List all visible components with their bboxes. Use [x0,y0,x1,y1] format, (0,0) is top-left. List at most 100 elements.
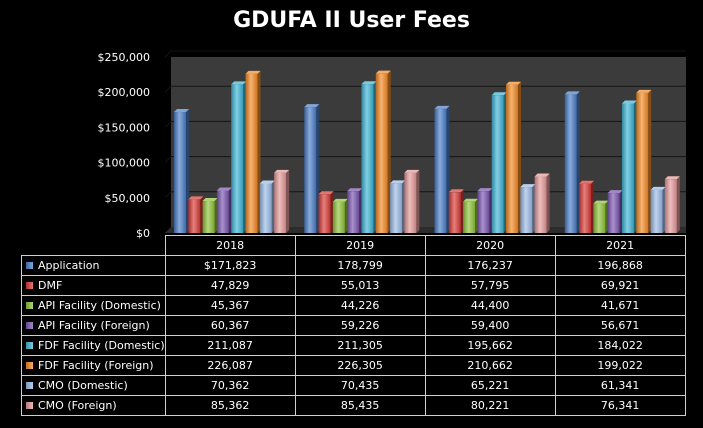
data-label: 76,341 [554,395,686,416]
data-label: 56,671 [554,315,686,336]
data-label: 60,367 [164,315,296,336]
bar [593,200,609,233]
data-label: 195,662 [424,335,556,356]
data-label: 41,671 [554,295,686,316]
bar [231,81,247,234]
series-name: CMO (Foreign) [38,399,117,412]
table-row: CMO (Foreign) 85,362 85,435 80,221 76,341 [21,395,686,416]
legend-swatch [26,361,33,369]
series-name: DMF [38,279,63,292]
bar [332,198,348,233]
series-label: FDF Facility (Domestic) [21,335,166,356]
bar [506,81,521,233]
bar [404,169,420,233]
bar [361,81,377,234]
bar [463,198,479,233]
bar [491,92,507,233]
data-label: 57,795 [424,275,556,296]
data-label: 44,226 [294,295,426,316]
bar [375,70,391,234]
table-row: Application $171,823 178,799 176,237 196,868 [21,255,686,276]
data-label: 199,022 [554,355,686,376]
data-table: 2018 2019 2020 2021 Application $171,823 178,7… [21,235,686,416]
legend-swatch [26,381,33,389]
data-label: 211,087 [164,335,296,356]
bar [579,180,595,233]
data-label: 59,226 [294,315,426,336]
data-label: 45,367 [164,295,296,316]
bar [650,186,666,233]
table-header-cell: 2018 [164,235,296,256]
bar [390,180,406,233]
plot-floor [165,227,686,233]
legend-swatch [26,321,33,329]
series-label: CMO (Domestic) [21,375,166,396]
data-label: 176,237 [424,255,556,276]
table-header-cell: 2019 [294,235,426,256]
table-header-row: 2018 2019 2020 2021 [21,235,686,256]
series-name: FDF Facility (Domestic) [38,339,165,352]
series-name: CMO (Domestic) [38,379,128,392]
legend-swatch [26,341,33,349]
series-label: Application [21,255,166,276]
bar [520,184,536,233]
series-name: FDF Facility (Foreign) [38,359,154,372]
table-corner [21,235,166,256]
y-tick-label: $100,000 [98,157,151,170]
series-label: API Facility (Foreign) [21,315,166,336]
bar [347,188,363,233]
legend-swatch [26,261,33,269]
table-row: API Facility (Foreign) 60,367 59,226 59,400… [21,315,686,336]
y-tick-label: $50,000 [105,192,151,205]
table-row: FDF Facility (Foreign) 226,087 226,305 210,… [21,355,686,376]
table-row: CMO (Domestic) 70,362 70,435 65,221 61,341 [21,375,686,396]
data-label: 80,221 [424,395,556,416]
data-label: 70,362 [164,375,296,396]
legend-swatch [26,401,33,409]
series-name: API Facility (Foreign) [38,319,150,332]
bar [664,176,680,233]
bar [564,91,580,233]
data-label: 226,305 [294,355,426,376]
bar [245,70,261,234]
series-label: FDF Facility (Foreign) [21,355,166,376]
bar [259,180,275,233]
bar [174,109,189,233]
data-label: 85,362 [164,395,296,416]
gridline [164,50,686,58]
bar [216,187,232,233]
table-row: FDF Facility (Domestic) 211,087 211,305 195… [21,335,686,356]
data-label: 69,921 [554,275,686,296]
bar [188,196,204,233]
bar [202,198,218,233]
table-header-cell: 2020 [424,235,556,256]
data-label: 210,662 [424,355,556,376]
data-label: 61,341 [554,375,686,396]
bar [304,104,320,233]
series-label: CMO (Foreign) [21,395,166,416]
table-row: DMF 47,829 55,013 57,795 69,921 [21,275,686,296]
bar [318,191,334,233]
y-tick-label: $150,000 [98,121,151,134]
y-tick-label: $250,000 [98,51,151,64]
y-tick-label: $200,000 [98,86,151,99]
series-label: DMF [21,275,166,296]
bar [448,189,464,233]
data-label: 55,013 [294,275,426,296]
data-label: 184,022 [554,335,686,356]
table-header-cell: 2021 [554,235,686,256]
legend-swatch [26,301,33,309]
table-row: API Facility (Domestic) 45,367 44,226 44,40… [21,295,686,316]
bar [534,173,550,233]
data-label: $171,823 [164,255,296,276]
series-label: API Facility (Domestic) [21,295,166,316]
bar [434,105,450,233]
bar [477,188,493,233]
data-label: 44,400 [424,295,556,316]
data-label: 65,221 [424,375,556,396]
data-label: 226,087 [164,355,296,376]
data-label: 211,305 [294,335,426,356]
bar [274,169,290,233]
bar [607,190,623,233]
